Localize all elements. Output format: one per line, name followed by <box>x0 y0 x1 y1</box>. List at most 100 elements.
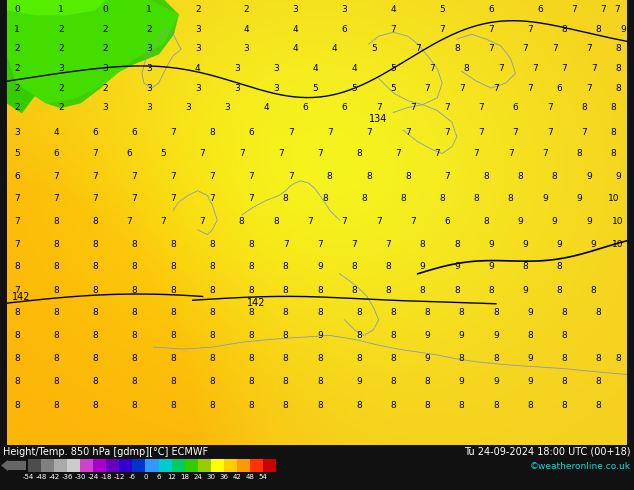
Text: 8: 8 <box>385 286 391 295</box>
Text: 8: 8 <box>92 331 98 340</box>
Text: 8: 8 <box>596 354 602 364</box>
Text: 8: 8 <box>209 127 216 137</box>
Text: 8: 8 <box>171 240 176 249</box>
Text: 8: 8 <box>616 83 621 93</box>
Text: -30: -30 <box>74 474 86 480</box>
Text: 0: 0 <box>14 5 20 14</box>
Text: 8: 8 <box>356 308 362 318</box>
Text: 6: 6 <box>342 25 347 34</box>
Bar <box>224 459 237 472</box>
Text: 2: 2 <box>14 64 20 73</box>
Text: 8: 8 <box>171 263 176 271</box>
Text: 8: 8 <box>356 149 362 158</box>
Text: 7: 7 <box>53 194 59 203</box>
Text: 3: 3 <box>146 45 152 53</box>
Text: 7: 7 <box>209 172 216 180</box>
Text: 8: 8 <box>283 331 288 340</box>
Text: 8: 8 <box>92 354 98 364</box>
Text: 5: 5 <box>14 149 20 158</box>
Text: 3: 3 <box>195 83 200 93</box>
Text: -6: -6 <box>129 474 136 480</box>
Bar <box>107 459 119 472</box>
Text: 9: 9 <box>527 308 533 318</box>
Text: 8: 8 <box>14 308 20 318</box>
Text: 6: 6 <box>302 103 308 112</box>
Text: 7: 7 <box>395 149 401 158</box>
Text: 8: 8 <box>508 194 514 203</box>
Text: 134: 134 <box>369 114 387 124</box>
Text: 24: 24 <box>193 474 202 480</box>
Text: 7: 7 <box>522 45 528 53</box>
Text: 36: 36 <box>219 474 228 480</box>
Text: 6: 6 <box>92 127 98 137</box>
Text: 3: 3 <box>185 103 191 112</box>
Text: 7: 7 <box>444 127 450 137</box>
Text: 1: 1 <box>58 5 63 14</box>
Text: 9: 9 <box>527 354 533 364</box>
Text: 9: 9 <box>420 263 425 271</box>
Text: 7: 7 <box>614 5 620 14</box>
Text: 3: 3 <box>234 83 240 93</box>
Text: 8: 8 <box>366 172 372 180</box>
Text: 8: 8 <box>527 401 533 410</box>
Text: 8: 8 <box>391 308 396 318</box>
Text: 2: 2 <box>195 5 200 14</box>
Text: 8: 8 <box>283 308 288 318</box>
Text: 7: 7 <box>444 172 450 180</box>
Text: 7: 7 <box>562 64 567 73</box>
Text: 9: 9 <box>616 172 621 180</box>
Polygon shape <box>7 0 105 15</box>
Text: 5: 5 <box>371 45 377 53</box>
Text: 7: 7 <box>92 172 98 180</box>
Text: 8: 8 <box>283 286 288 295</box>
Text: 8: 8 <box>53 401 59 410</box>
Text: 8: 8 <box>92 263 98 271</box>
Text: 6: 6 <box>342 103 347 112</box>
Text: 7: 7 <box>131 172 137 180</box>
Text: 8: 8 <box>611 127 616 137</box>
Text: 9: 9 <box>493 377 499 386</box>
Text: 9: 9 <box>425 331 430 340</box>
Text: 10: 10 <box>612 240 624 249</box>
FancyArrow shape <box>1 460 26 471</box>
Text: 8: 8 <box>356 354 362 364</box>
Text: 8: 8 <box>14 263 20 271</box>
Text: 0: 0 <box>143 474 148 480</box>
Text: 8: 8 <box>611 149 616 158</box>
Text: 7: 7 <box>508 149 514 158</box>
Text: 18: 18 <box>180 474 189 480</box>
Text: 5: 5 <box>439 5 445 14</box>
Text: 7: 7 <box>459 83 465 93</box>
Text: 1: 1 <box>146 5 152 14</box>
Bar <box>119 459 133 472</box>
Text: 7: 7 <box>317 240 323 249</box>
Text: 7: 7 <box>53 172 59 180</box>
Text: 7: 7 <box>425 83 430 93</box>
Text: 8: 8 <box>616 64 621 73</box>
Text: 8: 8 <box>209 331 216 340</box>
Text: 3: 3 <box>243 45 249 53</box>
Bar <box>54 459 67 472</box>
Text: 8: 8 <box>420 240 425 249</box>
Text: 7: 7 <box>14 218 20 226</box>
Text: 8: 8 <box>53 308 59 318</box>
Text: 9: 9 <box>356 377 362 386</box>
Text: 8: 8 <box>171 401 176 410</box>
Text: 8: 8 <box>209 377 216 386</box>
Text: 7: 7 <box>160 218 166 226</box>
Text: 7: 7 <box>200 149 205 158</box>
Text: 8: 8 <box>92 377 98 386</box>
Text: 3: 3 <box>146 83 152 93</box>
Text: 8: 8 <box>131 240 137 249</box>
Text: 8: 8 <box>131 401 137 410</box>
Text: Height/Temp. 850 hPa [gdmp][°C] ECMWF: Height/Temp. 850 hPa [gdmp][°C] ECMWF <box>3 447 208 457</box>
Text: 7: 7 <box>391 25 396 34</box>
Text: 8: 8 <box>249 331 254 340</box>
Text: 8: 8 <box>92 401 98 410</box>
Text: 2: 2 <box>244 5 249 14</box>
Text: 8: 8 <box>385 263 391 271</box>
Text: 8: 8 <box>356 401 362 410</box>
Text: 6: 6 <box>444 218 450 226</box>
Text: -48: -48 <box>36 474 47 480</box>
Text: 3: 3 <box>195 45 200 53</box>
